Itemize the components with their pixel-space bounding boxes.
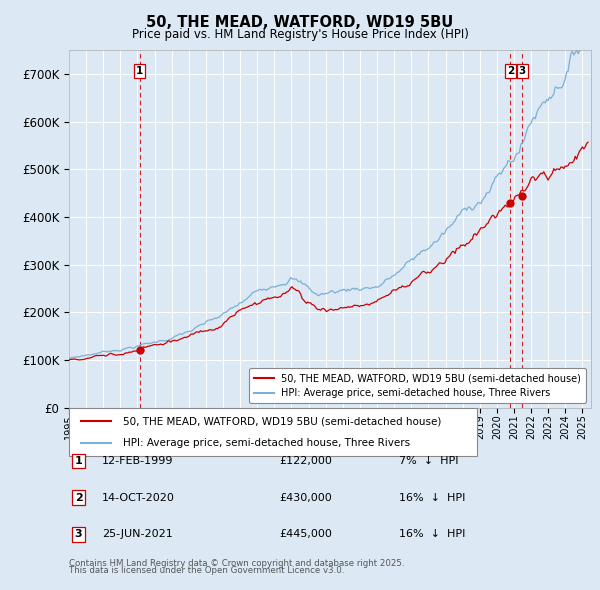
Text: HPI: Average price, semi-detached house, Three Rivers: HPI: Average price, semi-detached house,… xyxy=(123,438,410,448)
Text: This data is licensed under the Open Government Licence v3.0.: This data is licensed under the Open Gov… xyxy=(69,566,344,575)
Text: £122,000: £122,000 xyxy=(279,456,332,466)
Text: £430,000: £430,000 xyxy=(279,493,332,503)
Text: 1: 1 xyxy=(75,456,82,466)
Text: 3: 3 xyxy=(75,529,82,539)
Text: 50, THE MEAD, WATFORD, WD19 5BU: 50, THE MEAD, WATFORD, WD19 5BU xyxy=(146,15,454,30)
Text: Contains HM Land Registry data © Crown copyright and database right 2025.: Contains HM Land Registry data © Crown c… xyxy=(69,559,404,568)
Text: £445,000: £445,000 xyxy=(279,529,332,539)
Text: 12-FEB-1999: 12-FEB-1999 xyxy=(102,456,173,466)
Text: 3: 3 xyxy=(519,66,526,76)
Text: 2: 2 xyxy=(75,493,82,503)
Legend: 50, THE MEAD, WATFORD, WD19 5BU (semi-detached house), HPI: Average price, semi-: 50, THE MEAD, WATFORD, WD19 5BU (semi-de… xyxy=(250,368,586,403)
Text: 7%  ↓  HPI: 7% ↓ HPI xyxy=(399,456,458,466)
Text: Price paid vs. HM Land Registry's House Price Index (HPI): Price paid vs. HM Land Registry's House … xyxy=(131,28,469,41)
Text: 25-JUN-2021: 25-JUN-2021 xyxy=(102,529,173,539)
Text: 50, THE MEAD, WATFORD, WD19 5BU (semi-detached house): 50, THE MEAD, WATFORD, WD19 5BU (semi-de… xyxy=(123,417,442,427)
Text: 1: 1 xyxy=(136,66,143,76)
Text: 16%  ↓  HPI: 16% ↓ HPI xyxy=(399,529,466,539)
Text: 2: 2 xyxy=(507,66,514,76)
Text: 16%  ↓  HPI: 16% ↓ HPI xyxy=(399,493,466,503)
Text: 14-OCT-2020: 14-OCT-2020 xyxy=(102,493,175,503)
